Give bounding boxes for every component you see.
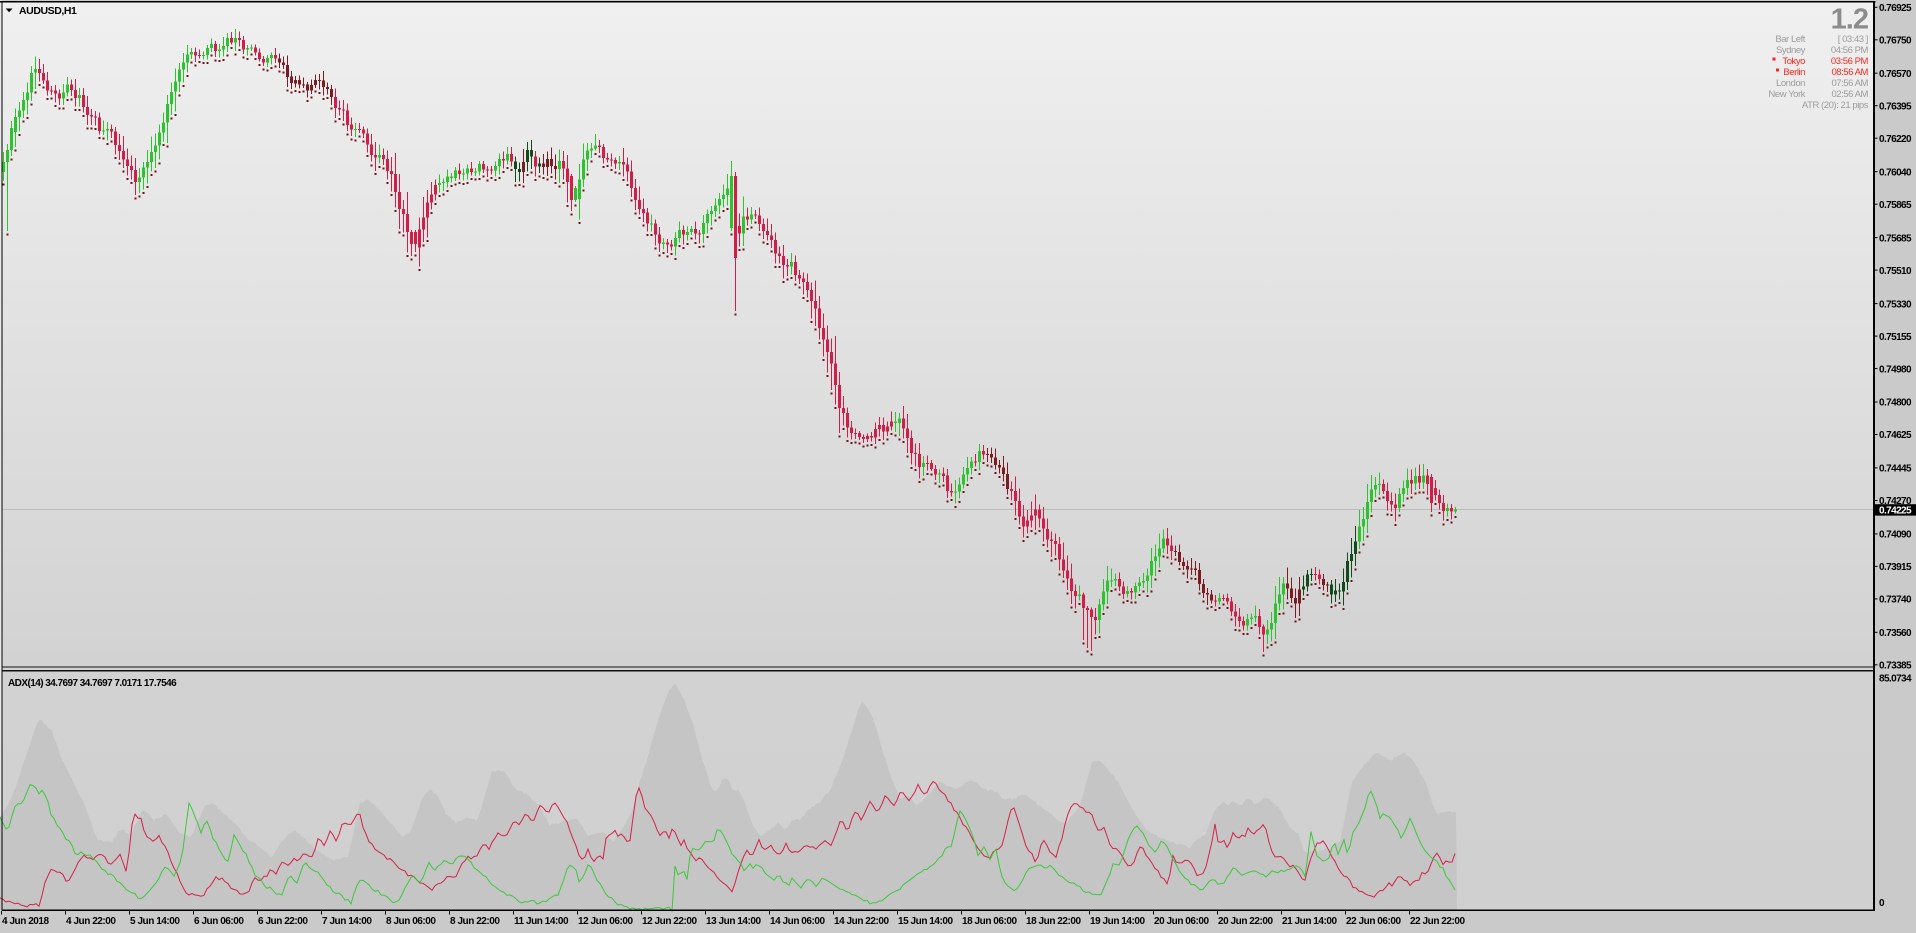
svg-text:22 Jun 06:00: 22 Jun 06:00	[1346, 916, 1402, 927]
svg-text:0.74800: 0.74800	[1879, 398, 1912, 409]
svg-text:4 Jun 22:00: 4 Jun 22:00	[66, 916, 116, 927]
svg-text:Bar Left: Bar Left	[1775, 34, 1805, 45]
svg-text:0.75865: 0.75865	[1879, 200, 1912, 211]
svg-text:0.74090: 0.74090	[1879, 530, 1912, 541]
svg-text:Berlin: Berlin	[1783, 67, 1805, 78]
svg-text:6 Jun 22:00: 6 Jun 22:00	[258, 916, 308, 927]
svg-text:04:56 PM: 04:56 PM	[1831, 45, 1869, 56]
svg-text:11 Jun 14:00: 11 Jun 14:00	[514, 916, 569, 927]
svg-text:03:56 PM: 03:56 PM	[1831, 56, 1869, 67]
svg-text:0.73915: 0.73915	[1879, 562, 1912, 573]
svg-text:20 Jun 22:00: 20 Jun 22:00	[1218, 916, 1274, 927]
svg-text:0: 0	[1879, 898, 1885, 909]
svg-text:0.75330: 0.75330	[1879, 299, 1912, 310]
svg-text:New York: New York	[1768, 89, 1805, 100]
svg-text:5 Jun 14:00: 5 Jun 14:00	[130, 916, 180, 927]
svg-text:[ 03:43 ]: [ 03:43 ]	[1838, 34, 1868, 45]
svg-text:7 Jun 14:00: 7 Jun 14:00	[322, 916, 372, 927]
svg-text:0.75155: 0.75155	[1879, 332, 1912, 343]
svg-text:0.73385: 0.73385	[1879, 661, 1912, 672]
svg-text:Tokyo: Tokyo	[1782, 56, 1805, 67]
svg-text:12 Jun 06:00: 12 Jun 06:00	[578, 916, 634, 927]
svg-text:AUDUSD,H1: AUDUSD,H1	[19, 5, 77, 17]
svg-text:22 Jun 22:00: 22 Jun 22:00	[1410, 916, 1466, 927]
svg-text:6 Jun 06:00: 6 Jun 06:00	[194, 916, 244, 927]
svg-text:0.73560: 0.73560	[1879, 628, 1912, 639]
svg-text:13 Jun 14:00: 13 Jun 14:00	[706, 916, 762, 927]
svg-text:0.74625: 0.74625	[1879, 430, 1912, 441]
svg-text:0.76750: 0.76750	[1879, 36, 1912, 47]
svg-text:0.76395: 0.76395	[1879, 101, 1912, 112]
svg-text:14 Jun 06:00: 14 Jun 06:00	[770, 916, 826, 927]
svg-text:15 Jun 14:00: 15 Jun 14:00	[898, 916, 954, 927]
svg-text:ATR (20): 21 pips: ATR (20): 21 pips	[1802, 100, 1869, 111]
svg-text:8 Jun 22:00: 8 Jun 22:00	[450, 916, 500, 927]
svg-text:19 Jun 14:00: 19 Jun 14:00	[1090, 916, 1146, 927]
svg-text:18 Jun 06:00: 18 Jun 06:00	[962, 916, 1018, 927]
svg-text:8 Jun 06:00: 8 Jun 06:00	[386, 916, 436, 927]
svg-text:0.74980: 0.74980	[1879, 364, 1912, 375]
svg-text:18 Jun 22:00: 18 Jun 22:00	[1026, 916, 1082, 927]
svg-text:0.74225: 0.74225	[1879, 505, 1912, 516]
svg-text:0.76925: 0.76925	[1879, 3, 1912, 14]
svg-text:12 Jun 22:00: 12 Jun 22:00	[642, 916, 698, 927]
svg-text:0.74270: 0.74270	[1879, 496, 1912, 507]
svg-text:85.0734: 85.0734	[1879, 674, 1912, 685]
svg-text:14 Jun 22:00: 14 Jun 22:00	[834, 916, 890, 927]
svg-text:0.76220: 0.76220	[1879, 134, 1912, 145]
svg-text:21 Jun 14:00: 21 Jun 14:00	[1282, 916, 1338, 927]
svg-text:London: London	[1776, 78, 1805, 89]
svg-text:0.74445: 0.74445	[1879, 464, 1912, 475]
svg-text:0.73740: 0.73740	[1879, 595, 1912, 606]
svg-text:4 Jun 2018: 4 Jun 2018	[2, 916, 50, 927]
svg-text:07:56 AM: 07:56 AM	[1831, 78, 1868, 89]
svg-text:02:56 AM: 02:56 AM	[1831, 89, 1868, 100]
svg-text:0.76040: 0.76040	[1879, 167, 1912, 178]
svg-text:1.2: 1.2	[1831, 4, 1868, 36]
svg-text:0.75510: 0.75510	[1879, 266, 1912, 277]
svg-text:08:56 AM: 08:56 AM	[1831, 67, 1868, 78]
svg-text:20 Jun 06:00: 20 Jun 06:00	[1154, 916, 1210, 927]
svg-text:0.75685: 0.75685	[1879, 233, 1912, 244]
svg-text:0.76570: 0.76570	[1879, 69, 1912, 80]
svg-text:ADX(14) 34.7697 34.7697 7.0171: ADX(14) 34.7697 34.7697 7.0171 17.7546	[8, 678, 177, 689]
svg-text:Sydney: Sydney	[1776, 45, 1806, 56]
